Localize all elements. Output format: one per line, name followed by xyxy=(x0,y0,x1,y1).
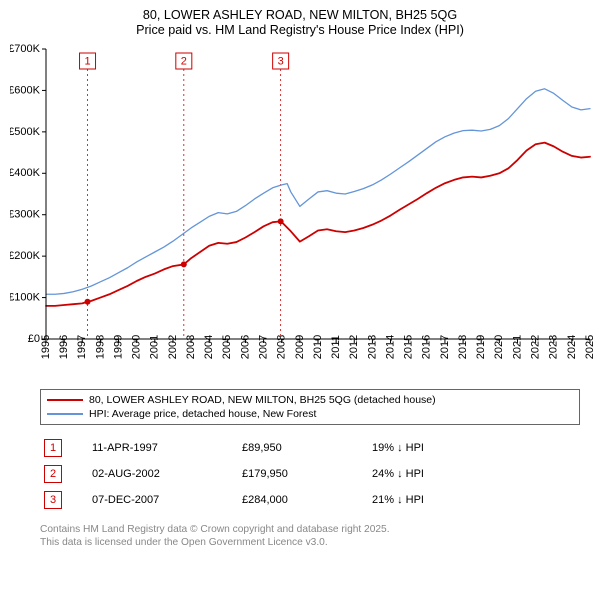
svg-text:2023: 2023 xyxy=(548,335,560,359)
chart-legend: 80, LOWER ASHLEY ROAD, NEW MILTON, BH25 … xyxy=(40,389,580,425)
svg-text:2013: 2013 xyxy=(366,335,378,359)
table-row: 3 07-DEC-2007£284,00021% ↓ HPI xyxy=(40,487,580,513)
svg-text:1996: 1996 xyxy=(58,335,70,359)
svg-text:2019: 2019 xyxy=(475,335,487,359)
transaction-delta: 21% ↓ HPI xyxy=(368,487,580,513)
svg-text:1998: 1998 xyxy=(94,335,106,359)
svg-text:1999: 1999 xyxy=(112,335,124,359)
svg-text:£100K: £100K xyxy=(10,291,41,303)
legend-swatch xyxy=(47,413,83,414)
svg-text:2: 2 xyxy=(181,55,187,67)
svg-text:2025: 2025 xyxy=(584,335,594,359)
svg-text:£0: £0 xyxy=(28,333,40,345)
svg-text:2003: 2003 xyxy=(185,335,197,359)
footer-line-2: This data is licensed under the Open Gov… xyxy=(40,536,580,549)
svg-text:2018: 2018 xyxy=(457,335,469,359)
title-line-1: 80, LOWER ASHLEY ROAD, NEW MILTON, BH25 … xyxy=(4,8,596,22)
legend-row: HPI: Average price, detached house, New … xyxy=(47,407,573,421)
chart-container: 80, LOWER ASHLEY ROAD, NEW MILTON, BH25 … xyxy=(0,0,600,590)
svg-text:2008: 2008 xyxy=(276,335,288,359)
legend-row: 80, LOWER ASHLEY ROAD, NEW MILTON, BH25 … xyxy=(47,393,573,407)
transaction-delta: 24% ↓ HPI xyxy=(368,461,580,487)
chart-area: £0 £100K £200K £300K £400K £500K £600K £700K 199… xyxy=(10,43,594,385)
svg-text:2017: 2017 xyxy=(439,335,451,359)
table-row: 2 02-AUG-2002£179,95024% ↓ HPI xyxy=(40,461,580,487)
svg-text:3: 3 xyxy=(278,55,284,67)
svg-text:1: 1 xyxy=(84,55,90,67)
transaction-date: 11-APR-1997 xyxy=(88,435,238,461)
svg-text:£500K: £500K xyxy=(10,126,41,138)
svg-text:2015: 2015 xyxy=(403,335,415,359)
svg-text:2016: 2016 xyxy=(421,335,433,359)
title-line-2: Price paid vs. HM Land Registry's House … xyxy=(4,23,596,37)
table-row: 1 11-APR-1997£89,95019% ↓ HPI xyxy=(40,435,580,461)
transaction-badge: 1 xyxy=(44,439,62,457)
svg-text:£700K: £700K xyxy=(10,43,41,55)
svg-text:2021: 2021 xyxy=(511,335,523,359)
title-block: 80, LOWER ASHLEY ROAD, NEW MILTON, BH25 … xyxy=(4,8,596,37)
transactions-table: 1 11-APR-1997£89,95019% ↓ HPI 2 02-AUG-2002… xyxy=(40,435,580,513)
svg-text:2002: 2002 xyxy=(167,335,179,359)
svg-text:2014: 2014 xyxy=(384,335,396,359)
legend-label: 80, LOWER ASHLEY ROAD, NEW MILTON, BH25 … xyxy=(89,393,436,407)
transaction-badge: 2 xyxy=(44,465,62,483)
footer-line-1: Contains HM Land Registry data © Crown c… xyxy=(40,523,580,536)
svg-text:2020: 2020 xyxy=(493,335,505,359)
svg-text:2022: 2022 xyxy=(530,335,542,359)
transaction-date: 02-AUG-2002 xyxy=(88,461,238,487)
svg-text:2009: 2009 xyxy=(294,335,306,359)
transaction-delta: 19% ↓ HPI xyxy=(368,435,580,461)
transaction-badge: 3 xyxy=(44,491,62,509)
svg-text:£400K: £400K xyxy=(10,167,41,179)
line-chart-svg: £0 £100K £200K £300K £400K £500K £600K £700K 199… xyxy=(10,43,594,385)
svg-text:2010: 2010 xyxy=(312,335,324,359)
transaction-price: £179,950 xyxy=(238,461,368,487)
svg-text:2024: 2024 xyxy=(566,335,578,359)
svg-text:2005: 2005 xyxy=(221,335,233,359)
svg-text:£600K: £600K xyxy=(10,84,41,96)
svg-text:£200K: £200K xyxy=(10,250,41,262)
transaction-price: £89,950 xyxy=(238,435,368,461)
svg-text:2001: 2001 xyxy=(149,335,161,359)
svg-text:2012: 2012 xyxy=(348,335,360,359)
svg-text:2000: 2000 xyxy=(131,335,143,359)
svg-text:1997: 1997 xyxy=(76,335,88,359)
legend-label: HPI: Average price, detached house, New … xyxy=(89,407,316,421)
svg-text:2004: 2004 xyxy=(203,335,215,359)
transaction-date: 07-DEC-2007 xyxy=(88,487,238,513)
legend-swatch xyxy=(47,399,83,401)
transaction-price: £284,000 xyxy=(238,487,368,513)
footer-attribution: Contains HM Land Registry data © Crown c… xyxy=(40,523,580,549)
svg-text:£300K: £300K xyxy=(10,209,41,221)
svg-text:2006: 2006 xyxy=(239,335,251,359)
svg-text:2007: 2007 xyxy=(258,335,270,359)
